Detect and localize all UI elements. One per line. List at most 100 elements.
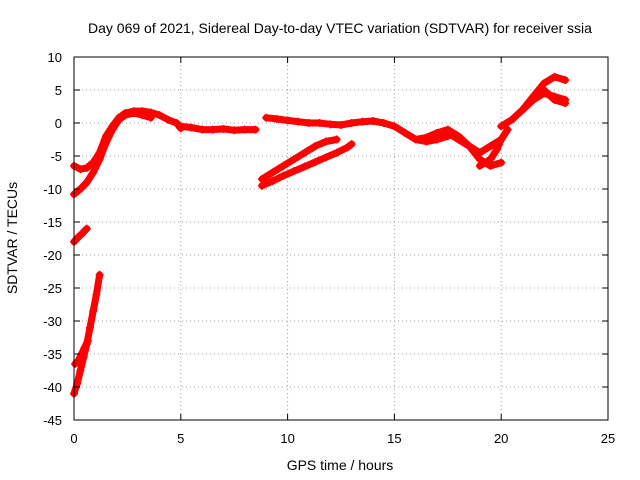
plot-frame: [73, 56, 609, 421]
data-point: [76, 366, 85, 375]
x-tick-label: 15: [387, 431, 401, 446]
series-band: [258, 136, 341, 183]
x-tick-label: 25: [601, 431, 615, 446]
data-point: [73, 379, 82, 388]
data-point: [89, 168, 98, 177]
series-band: [258, 140, 356, 190]
data-point: [155, 111, 164, 120]
data-point: [262, 113, 271, 122]
data-point: [322, 137, 331, 146]
data-point: [358, 117, 367, 126]
data-point: [369, 117, 378, 126]
data-point: [114, 115, 123, 124]
data-point: [507, 115, 516, 124]
series-arc-15: [539, 86, 570, 108]
data-point: [208, 125, 217, 134]
data-point: [198, 125, 207, 134]
data-point: [300, 148, 309, 157]
data-point: [92, 290, 101, 299]
y-tick-label: -15: [43, 215, 62, 230]
x-axis-label: GPS time / hours: [287, 457, 394, 473]
series-band: [444, 129, 505, 157]
data-point: [539, 86, 548, 94]
series-arc-9: [257, 140, 356, 190]
data-point: [121, 111, 130, 120]
y-tick-label: -10: [43, 182, 62, 197]
data-point: [74, 233, 83, 242]
x-axis: 0 5 10 15 20 25: [70, 57, 615, 446]
y-tick-label: -30: [43, 314, 62, 329]
series-arc-6: [176, 122, 260, 135]
data-point: [492, 145, 501, 154]
data-point: [454, 135, 463, 144]
data-point: [82, 178, 91, 187]
data-point: [475, 148, 484, 157]
series-arc-12: [475, 125, 512, 170]
y-tick-label: 10: [48, 50, 62, 65]
data-point: [268, 168, 277, 177]
y-tick-label: -25: [43, 281, 62, 296]
data-point: [332, 135, 341, 144]
series-arc-3: [70, 224, 91, 246]
data-point: [251, 125, 260, 134]
data-point: [78, 229, 87, 238]
data-point: [290, 167, 299, 176]
data-point: [82, 163, 91, 172]
data-point: [230, 126, 239, 135]
data-point: [76, 165, 85, 174]
data-point: [337, 120, 345, 129]
y-tick-label: -40: [43, 380, 62, 395]
data-point: [347, 119, 356, 127]
data-point: [465, 142, 474, 151]
data-point: [187, 123, 196, 132]
data-point: [486, 155, 495, 164]
data-point: [304, 119, 313, 127]
data-point: [311, 157, 320, 166]
y-tick-label: -5: [50, 149, 62, 164]
data-point: [497, 122, 506, 131]
data-point: [497, 158, 506, 167]
y-axis-label: SDTVAR / TECUs: [4, 182, 20, 294]
data-point: [268, 177, 277, 186]
x-tick-label: 5: [177, 431, 184, 446]
y-tick-label: 5: [55, 83, 62, 98]
data-point: [315, 119, 324, 127]
data-point: [146, 113, 155, 122]
data-point: [219, 124, 228, 133]
data-point: [74, 356, 83, 365]
data-point: [422, 133, 431, 142]
data-point: [561, 99, 570, 108]
data-point: [80, 343, 89, 352]
data-point: [129, 109, 138, 118]
data-points: [70, 72, 570, 398]
data-point: [486, 142, 495, 151]
data-point: [272, 115, 281, 124]
data-point: [497, 135, 506, 144]
data-point: [279, 161, 288, 170]
data-point: [82, 224, 91, 233]
data-point: [322, 153, 331, 162]
data-point: [401, 128, 410, 137]
y-axis: 10 5 0 -5 -10 -15 -20 -25 -30 -35 -40 -45: [43, 50, 608, 428]
data-point: [326, 120, 335, 129]
x-tick-label: 10: [280, 431, 294, 446]
data-point: [89, 307, 98, 316]
data-point: [257, 181, 266, 190]
data-point: [347, 140, 356, 149]
data-point: [300, 162, 309, 171]
data-point: [138, 111, 147, 120]
y-tick-label: -20: [43, 248, 62, 263]
series-band: [70, 225, 91, 246]
data-point: [529, 92, 538, 101]
data-point: [290, 155, 299, 164]
data-point: [561, 76, 570, 85]
data-point: [379, 119, 388, 127]
series-arc-4: [70, 270, 104, 398]
data-point: [518, 105, 527, 114]
data-point: [172, 119, 181, 127]
data-point: [411, 135, 420, 144]
data-point: [550, 95, 559, 104]
data-point: [102, 138, 111, 147]
data-point: [343, 143, 352, 152]
